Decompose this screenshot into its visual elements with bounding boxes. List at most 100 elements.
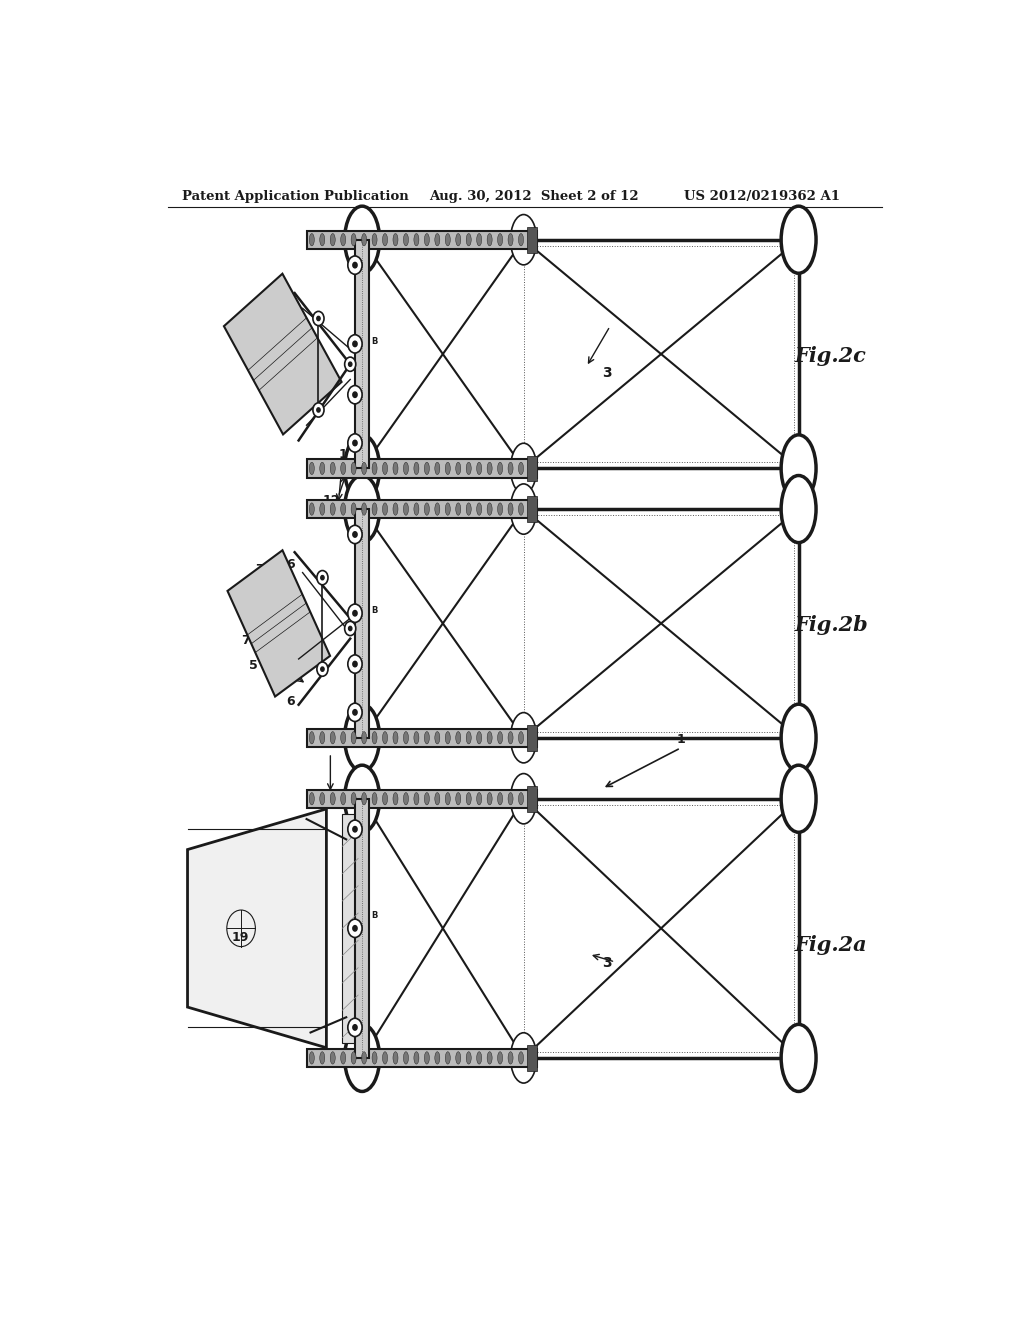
Bar <box>527 496 537 521</box>
Circle shape <box>345 358 355 371</box>
Ellipse shape <box>508 462 513 475</box>
Text: 10: 10 <box>259 354 276 367</box>
Ellipse shape <box>487 503 493 515</box>
Ellipse shape <box>414 503 419 515</box>
Ellipse shape <box>393 731 398 744</box>
Text: B: B <box>372 911 378 920</box>
Ellipse shape <box>529 503 534 515</box>
Ellipse shape <box>529 731 534 744</box>
Circle shape <box>316 663 328 676</box>
Ellipse shape <box>456 1052 461 1064</box>
Ellipse shape <box>529 234 534 246</box>
Text: 5: 5 <box>250 659 258 672</box>
Text: Fig.2c: Fig.2c <box>795 346 866 366</box>
Ellipse shape <box>781 1024 816 1092</box>
Text: 7: 7 <box>255 562 264 576</box>
Ellipse shape <box>498 503 503 515</box>
Circle shape <box>353 710 357 715</box>
Ellipse shape <box>403 1052 409 1064</box>
Ellipse shape <box>511 713 537 763</box>
Circle shape <box>348 434 362 453</box>
Ellipse shape <box>351 234 356 246</box>
Circle shape <box>348 362 352 367</box>
Ellipse shape <box>414 1052 419 1064</box>
Circle shape <box>313 403 324 417</box>
Ellipse shape <box>383 792 387 805</box>
Ellipse shape <box>372 234 377 246</box>
Ellipse shape <box>781 206 816 273</box>
Ellipse shape <box>424 234 429 246</box>
Ellipse shape <box>424 731 429 744</box>
Ellipse shape <box>361 1052 367 1064</box>
Ellipse shape <box>456 731 461 744</box>
Bar <box>355 510 370 738</box>
Ellipse shape <box>445 503 451 515</box>
Ellipse shape <box>345 1024 380 1092</box>
Ellipse shape <box>403 731 409 744</box>
Ellipse shape <box>487 462 493 475</box>
Ellipse shape <box>414 462 419 475</box>
Ellipse shape <box>508 731 513 744</box>
Text: Patent Application Publication: Patent Application Publication <box>182 190 409 202</box>
Circle shape <box>316 408 321 412</box>
Text: Fig.2a: Fig.2a <box>795 935 867 956</box>
Ellipse shape <box>403 462 409 475</box>
Ellipse shape <box>487 1052 493 1064</box>
Bar <box>306 500 537 519</box>
Ellipse shape <box>518 462 523 475</box>
Circle shape <box>353 392 357 397</box>
Text: 3: 3 <box>602 366 611 380</box>
Ellipse shape <box>424 792 429 805</box>
Ellipse shape <box>445 1052 451 1064</box>
Polygon shape <box>187 809 327 1048</box>
Circle shape <box>348 605 362 623</box>
Ellipse shape <box>403 503 409 515</box>
Bar <box>306 231 537 249</box>
Ellipse shape <box>414 731 419 744</box>
Bar <box>367 515 794 731</box>
Circle shape <box>353 341 357 347</box>
Ellipse shape <box>330 462 335 475</box>
Ellipse shape <box>330 234 335 246</box>
Ellipse shape <box>511 484 537 535</box>
Circle shape <box>348 704 362 722</box>
Bar <box>367 246 794 462</box>
Ellipse shape <box>445 731 451 744</box>
Ellipse shape <box>424 1052 429 1064</box>
Ellipse shape <box>487 731 493 744</box>
Ellipse shape <box>330 1052 335 1064</box>
Ellipse shape <box>351 731 356 744</box>
Ellipse shape <box>341 462 346 475</box>
Ellipse shape <box>424 503 429 515</box>
Text: 1: 1 <box>677 733 685 746</box>
Bar <box>527 725 537 751</box>
Text: 6: 6 <box>367 743 375 756</box>
Ellipse shape <box>393 503 398 515</box>
Ellipse shape <box>345 206 380 273</box>
Bar <box>527 785 537 812</box>
Ellipse shape <box>361 462 367 475</box>
Bar <box>362 799 799 1057</box>
Ellipse shape <box>529 792 534 805</box>
Ellipse shape <box>372 503 377 515</box>
Ellipse shape <box>435 462 440 475</box>
Ellipse shape <box>498 234 503 246</box>
Circle shape <box>353 441 357 446</box>
Ellipse shape <box>383 731 387 744</box>
Text: 7: 7 <box>350 743 359 756</box>
Circle shape <box>348 820 362 838</box>
Bar <box>355 799 370 1057</box>
Ellipse shape <box>511 215 537 265</box>
Ellipse shape <box>487 792 493 805</box>
Circle shape <box>353 263 357 268</box>
Ellipse shape <box>466 731 471 744</box>
Ellipse shape <box>393 1052 398 1064</box>
Ellipse shape <box>361 731 367 744</box>
Ellipse shape <box>403 234 409 246</box>
Text: 12: 12 <box>323 494 340 507</box>
Ellipse shape <box>330 503 335 515</box>
Ellipse shape <box>456 234 461 246</box>
Text: 12: 12 <box>314 733 332 746</box>
Ellipse shape <box>435 503 440 515</box>
Ellipse shape <box>319 792 325 805</box>
